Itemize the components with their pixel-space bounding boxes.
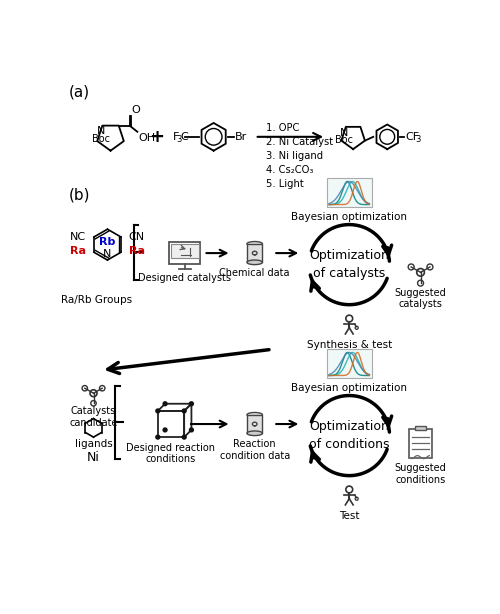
Text: (a): (a) [68, 85, 90, 99]
Text: Suggested
conditions: Suggested conditions [394, 464, 446, 485]
Bar [247, 415, 262, 433]
Circle shape [427, 264, 433, 270]
Text: N: N [96, 126, 105, 136]
Circle shape [91, 400, 96, 406]
Circle shape [418, 280, 424, 286]
Bar [327, 349, 372, 378]
Text: Synthesis & test: Synthesis & test [306, 340, 392, 350]
Text: Br: Br [234, 132, 247, 142]
Text: Chemical data: Chemical data [220, 268, 290, 279]
Text: C: C [180, 132, 188, 142]
Text: N: N [104, 249, 112, 259]
Circle shape [346, 486, 352, 493]
Text: NC: NC [70, 232, 86, 242]
Text: Ra/Rb Groups: Ra/Rb Groups [61, 295, 132, 305]
Text: CF: CF [405, 132, 419, 142]
Bar [327, 177, 372, 207]
Text: CN: CN [128, 232, 144, 242]
Ellipse shape [247, 260, 262, 265]
Circle shape [190, 428, 194, 432]
Text: Designed reaction
conditions: Designed reaction conditions [126, 443, 216, 464]
Circle shape [190, 402, 194, 406]
Text: 3: 3 [415, 136, 420, 144]
Text: Ra: Ra [70, 246, 86, 256]
Text: Suggested
catalysts: Suggested catalysts [394, 288, 446, 309]
Circle shape [416, 268, 424, 276]
Text: OH: OH [138, 133, 155, 142]
Circle shape [182, 435, 186, 439]
Text: N: N [340, 128, 348, 138]
Text: Ni: Ni [87, 451, 100, 464]
Text: Test: Test [339, 511, 359, 521]
Text: Boc: Boc [92, 134, 110, 144]
Text: Optimization
of conditions: Optimization of conditions [309, 420, 390, 451]
Text: Reaction
condition data: Reaction condition data [220, 440, 290, 461]
Bar [171, 244, 199, 258]
Circle shape [163, 402, 167, 406]
Circle shape [163, 428, 167, 432]
Text: Catalysts
candidate: Catalysts candidate [69, 406, 118, 428]
Text: O: O [131, 105, 140, 115]
Ellipse shape [247, 431, 262, 435]
Text: Bayesian optimization: Bayesian optimization [291, 212, 407, 222]
Text: Designed catalysts: Designed catalysts [138, 273, 232, 283]
Circle shape [156, 435, 160, 439]
Text: ligands: ligands [74, 440, 112, 449]
Text: 1. OPC
2. Ni Catalyst
3. Ni ligand
4. Cs₂CO₃
5. Light: 1. OPC 2. Ni Catalyst 3. Ni ligand 4. Cs… [266, 123, 332, 189]
Ellipse shape [247, 413, 262, 417]
Circle shape [346, 315, 352, 322]
Bar [409, 429, 432, 458]
Bar [414, 426, 426, 430]
Circle shape [182, 409, 186, 413]
Circle shape [156, 409, 160, 413]
Ellipse shape [247, 241, 262, 246]
Text: Boc: Boc [336, 135, 353, 146]
Circle shape [90, 390, 97, 397]
Text: Rb: Rb [100, 237, 116, 247]
Text: Ra: Ra [128, 246, 144, 256]
Text: Bayesian optimization: Bayesian optimization [291, 383, 407, 393]
Text: +: + [150, 128, 164, 146]
Text: 3: 3 [176, 136, 182, 144]
Text: Optimization
of catalysts: Optimization of catalysts [310, 249, 389, 280]
Bar [247, 244, 262, 262]
Circle shape [408, 264, 414, 270]
Text: (b): (b) [68, 188, 90, 203]
Circle shape [82, 386, 87, 391]
Text: F: F [172, 132, 179, 142]
Bar [170, 243, 200, 264]
Circle shape [100, 386, 105, 391]
